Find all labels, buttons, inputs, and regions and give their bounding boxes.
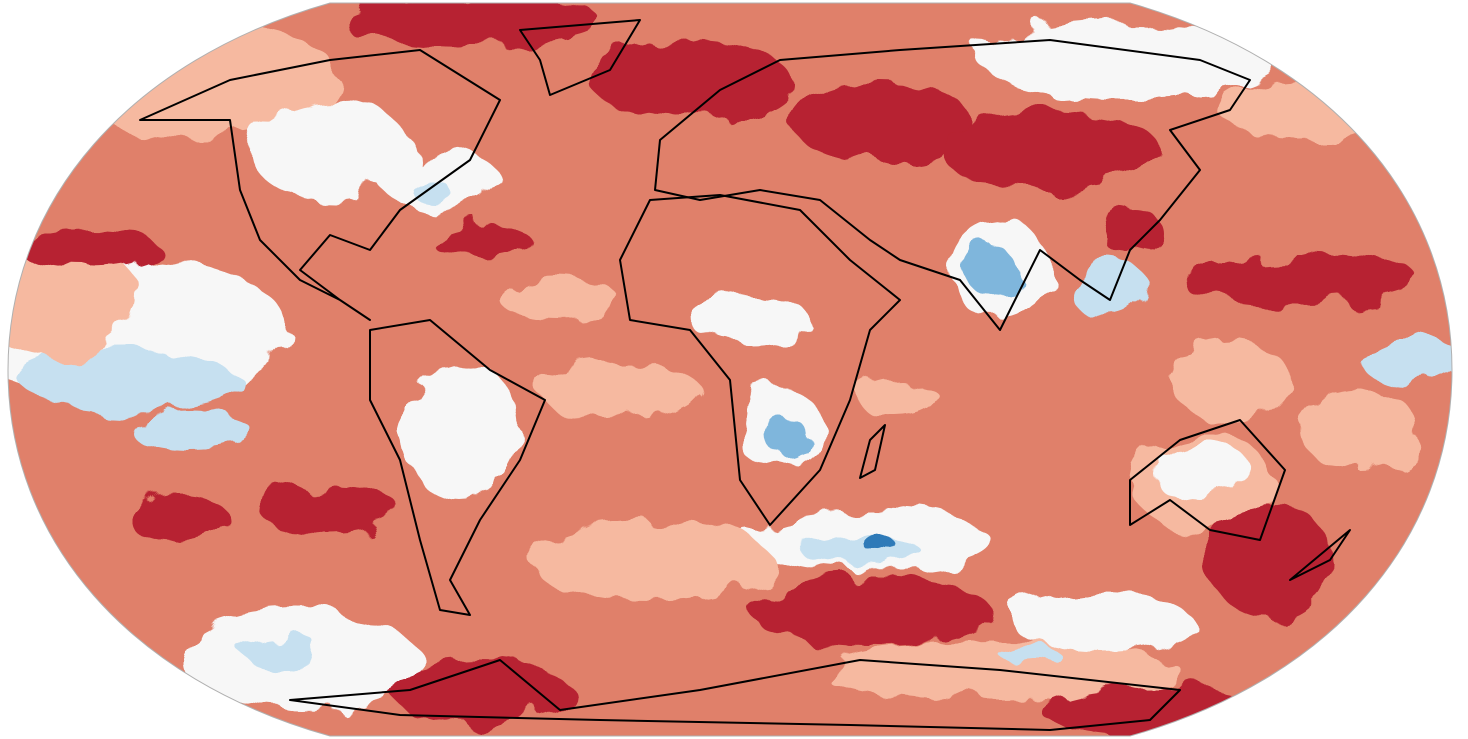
anomaly-region-strong-warm	[940, 110, 1160, 190]
coastline-north-america	[139, 49, 501, 321]
coastline-greenland	[519, 19, 641, 96]
anomaly-region-strong-warm	[430, 222, 530, 258]
coastline-antarctica	[289, 659, 1181, 731]
anomaly-region-strong-warm	[790, 80, 970, 160]
anomaly-region-cool	[770, 420, 810, 460]
anomaly-region-strong-warm	[1100, 205, 1160, 255]
anomaly-region-mild-warm	[1170, 340, 1290, 420]
anomaly-region-neutral	[380, 150, 500, 210]
anomaly-region-mild-cool	[800, 535, 920, 565]
anomaly-region-strong-warm	[20, 230, 160, 270]
coastline-south-america	[369, 319, 546, 616]
coastline-africa	[619, 194, 901, 526]
anomaly-region-mild-warm	[540, 360, 700, 420]
anomaly-region-mild-cool	[20, 350, 240, 410]
anomaly-region-neutral	[400, 360, 520, 500]
anomaly-region-neutral	[1010, 590, 1190, 650]
coastline-madagascar	[859, 424, 886, 479]
anomaly-region-mild-warm	[1300, 390, 1420, 470]
anomaly-region-strong-warm	[1210, 500, 1330, 620]
anomaly-region-mild-cool	[1070, 260, 1150, 320]
anomaly-region-strong-warm	[750, 575, 990, 645]
anomaly-region-mild-cool	[410, 180, 450, 200]
anomaly-region-mild-warm	[530, 520, 770, 600]
anomaly-region-neutral	[690, 295, 810, 345]
coastline-australia	[1129, 419, 1286, 541]
anomaly-region-neutral	[250, 100, 410, 200]
anomaly-region-mild-cool	[240, 635, 320, 665]
anomaly-region-strong-warm	[1180, 255, 1420, 305]
anomaly-region-neutral	[1150, 440, 1250, 500]
anomaly-region-neutral	[980, 20, 1280, 100]
anomaly-region-strong-warm	[390, 660, 570, 720]
anomaly-region-mild-cool	[1360, 335, 1452, 385]
coastline-europe-asia	[654, 39, 1251, 331]
anomaly-region-mild-cool	[130, 410, 250, 450]
map-frame	[7, 2, 1453, 737]
anomaly-region-mild-warm	[860, 380, 940, 420]
anomaly-region-mild-cool	[1000, 645, 1060, 665]
anomaly-region-cool	[965, 245, 1015, 295]
anomaly-region-strong-warm	[590, 40, 790, 120]
anomaly-region-mild-warm	[500, 280, 620, 320]
anomaly-region-strong-warm	[130, 495, 230, 545]
coastlines	[139, 19, 1351, 731]
coastline-new-zealand	[1289, 529, 1351, 581]
anomaly-region-strong-warm	[340, 3, 600, 45]
anomaly-region-strong-cool	[865, 535, 895, 555]
anomaly-region-strong-warm	[260, 485, 400, 535]
